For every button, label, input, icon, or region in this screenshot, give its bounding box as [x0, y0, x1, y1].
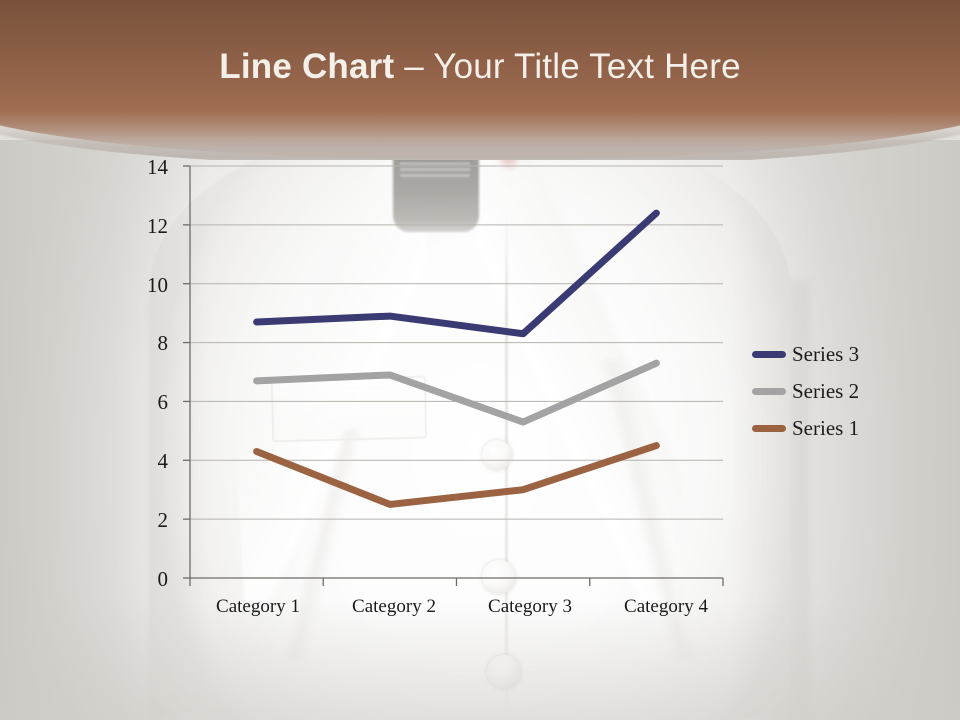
y-axis-tick-label: 6 — [157, 390, 169, 414]
y-axis-tick-label: 2 — [157, 508, 169, 532]
legend-label: Series 3 — [792, 342, 860, 366]
y-axis-tick-label: 14 — [147, 155, 168, 179]
legend-item-series-2[interactable]: Series 2 — [752, 373, 932, 410]
series-lines — [253, 209, 660, 508]
x-axis-category-label: Category 1 — [216, 596, 300, 617]
axis-ticks — [183, 165, 724, 586]
series-line — [253, 359, 660, 426]
y-axis-tick-label: 4 — [157, 449, 169, 473]
series-line — [253, 442, 660, 508]
y-axis-tick-label: 8 — [157, 331, 169, 355]
title-banner — [0, 0, 960, 160]
legend-item-series-1[interactable]: Series 1 — [752, 410, 932, 447]
legend-swatch-icon — [752, 388, 786, 395]
legend-swatch-icon — [752, 425, 786, 432]
chart-legend: Series 3 Series 2 Series 1 — [752, 336, 932, 447]
page-title: Line Chart – Your Title Text Here — [0, 47, 960, 87]
legend-label: Series 2 — [792, 379, 860, 403]
x-axis-category-label: Category 3 — [488, 596, 572, 617]
legend-label: Series 1 — [792, 416, 860, 440]
series-line — [253, 209, 660, 338]
x-axis-category-label: Category 4 — [624, 596, 708, 617]
page-title-rest: Your Title Text Here — [433, 47, 741, 86]
page-title-dash: – — [394, 47, 434, 86]
y-axis-tick-label: 10 — [147, 273, 168, 297]
x-axis-category-label: Category 2 — [352, 596, 436, 617]
y-axis-tick-label: 12 — [147, 214, 168, 238]
page-title-bold: Line Chart — [219, 47, 395, 86]
legend-swatch-icon — [752, 351, 786, 358]
y-axis-tick-label: 0 — [157, 567, 169, 591]
legend-item-series-3[interactable]: Series 3 — [752, 336, 932, 373]
